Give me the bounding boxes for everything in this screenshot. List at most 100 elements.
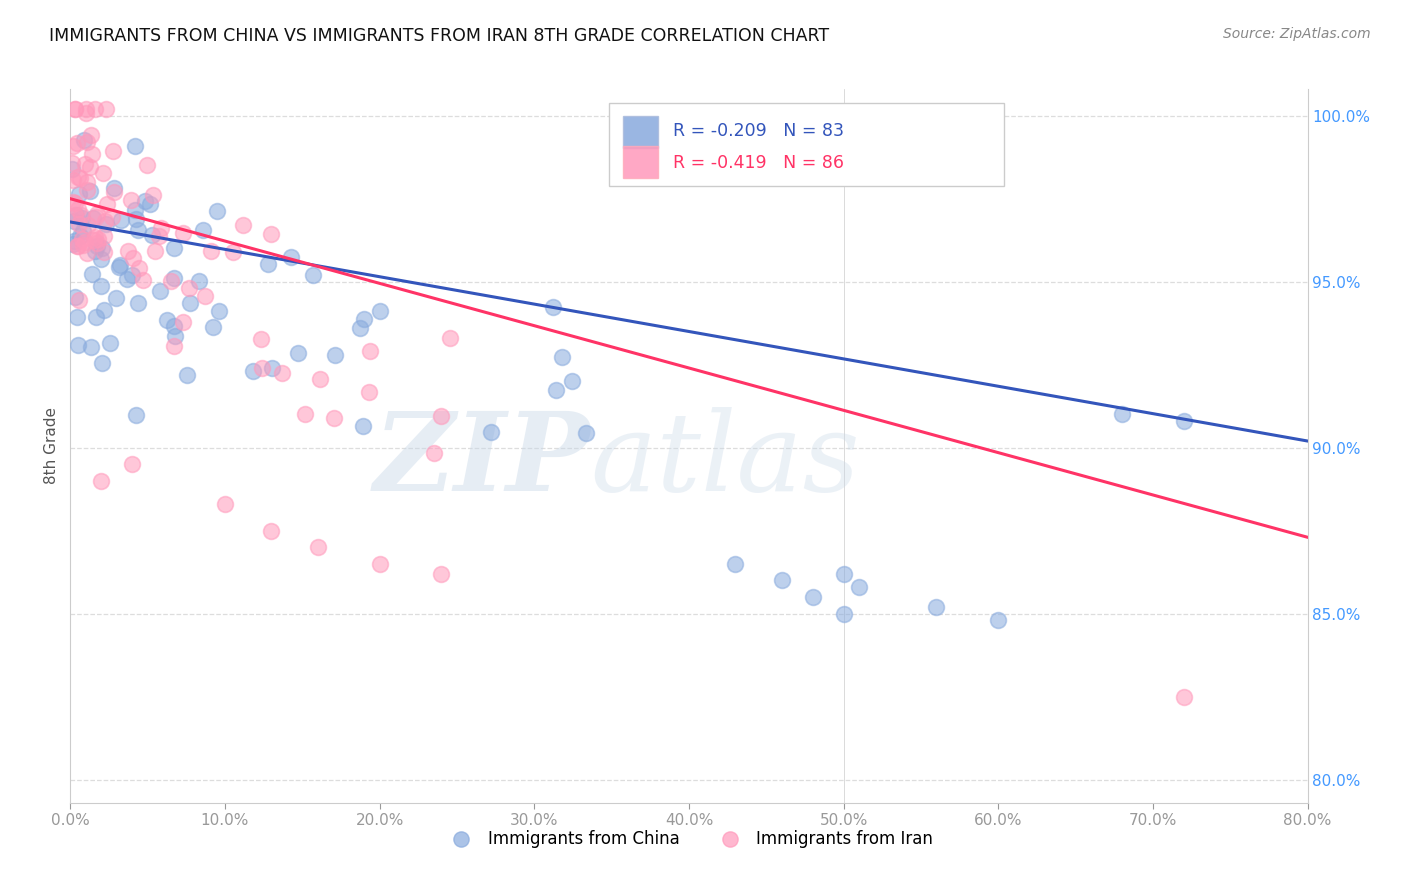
Point	[987, 613, 1010, 627]
Point	[124, 139, 146, 153]
Point	[143, 244, 166, 258]
Point	[1173, 414, 1195, 428]
Point	[280, 250, 302, 264]
Point	[96, 217, 118, 231]
Point	[65, 102, 87, 116]
Point	[121, 251, 143, 265]
Point	[252, 360, 274, 375]
Point	[801, 590, 824, 604]
Point	[77, 218, 100, 232]
Point	[127, 295, 149, 310]
Point	[79, 160, 101, 174]
FancyBboxPatch shape	[609, 103, 1004, 186]
Point	[91, 166, 114, 180]
Point	[94, 214, 117, 228]
Point	[848, 580, 870, 594]
Point	[232, 218, 254, 232]
Point	[76, 183, 98, 197]
Point	[138, 197, 160, 211]
Point	[177, 281, 200, 295]
Point	[82, 211, 104, 225]
Point	[65, 208, 87, 222]
Point	[194, 289, 217, 303]
Point	[94, 102, 117, 116]
Point	[84, 210, 107, 224]
Point	[302, 268, 325, 283]
Point	[163, 339, 186, 353]
Point	[352, 419, 374, 434]
Point	[86, 207, 108, 221]
Point	[63, 234, 86, 248]
Point	[108, 260, 131, 275]
Point	[96, 196, 118, 211]
Point	[72, 232, 94, 246]
Point	[62, 195, 84, 210]
Point	[80, 268, 103, 282]
Text: ZIP: ZIP	[374, 407, 591, 514]
Point	[242, 364, 264, 378]
Point	[72, 224, 94, 238]
Point	[70, 211, 93, 226]
Point	[90, 241, 112, 255]
Point	[187, 274, 209, 288]
Point	[430, 566, 453, 581]
Point	[575, 425, 598, 440]
Point	[98, 336, 121, 351]
Point	[73, 133, 96, 147]
Point	[66, 239, 89, 253]
Point	[76, 245, 98, 260]
Point	[323, 348, 346, 362]
Point	[62, 236, 84, 251]
Point	[134, 194, 156, 208]
Point	[80, 147, 103, 161]
Point	[63, 290, 86, 304]
Point	[80, 128, 103, 142]
Point	[117, 244, 139, 258]
Point	[66, 338, 89, 352]
Point	[75, 235, 97, 249]
Point	[172, 226, 194, 240]
Point	[1111, 408, 1133, 422]
Point	[105, 292, 128, 306]
Point	[294, 408, 316, 422]
Point	[90, 474, 112, 488]
Point	[832, 566, 855, 581]
Point	[270, 366, 292, 380]
Point	[551, 350, 574, 364]
Point	[69, 209, 91, 223]
Point	[260, 360, 283, 375]
Point	[353, 312, 375, 326]
Point	[93, 229, 115, 244]
Point	[83, 229, 105, 244]
Point	[132, 273, 155, 287]
Point	[349, 321, 371, 335]
Point	[90, 356, 112, 370]
Bar	[623, 146, 658, 178]
Point	[125, 211, 148, 226]
Point	[191, 223, 214, 237]
Legend: Immigrants from China, Immigrants from Iran: Immigrants from China, Immigrants from I…	[437, 824, 941, 855]
Point	[65, 310, 87, 325]
Text: atlas: atlas	[591, 407, 859, 514]
Point	[359, 343, 381, 358]
Point	[832, 607, 855, 621]
Point	[322, 410, 344, 425]
Point	[84, 310, 107, 325]
Point	[205, 203, 228, 218]
Point	[115, 272, 138, 286]
Point	[62, 138, 84, 153]
Point	[359, 384, 381, 399]
Point	[110, 258, 132, 272]
Point	[76, 175, 98, 189]
Point	[86, 236, 108, 251]
Point	[69, 228, 91, 243]
Point	[121, 457, 143, 471]
Point	[561, 374, 583, 388]
Point	[75, 106, 97, 120]
Point	[260, 227, 283, 242]
Point	[724, 557, 747, 571]
Point	[65, 208, 87, 222]
Point	[214, 497, 236, 511]
Point	[84, 244, 107, 258]
Point	[201, 319, 224, 334]
